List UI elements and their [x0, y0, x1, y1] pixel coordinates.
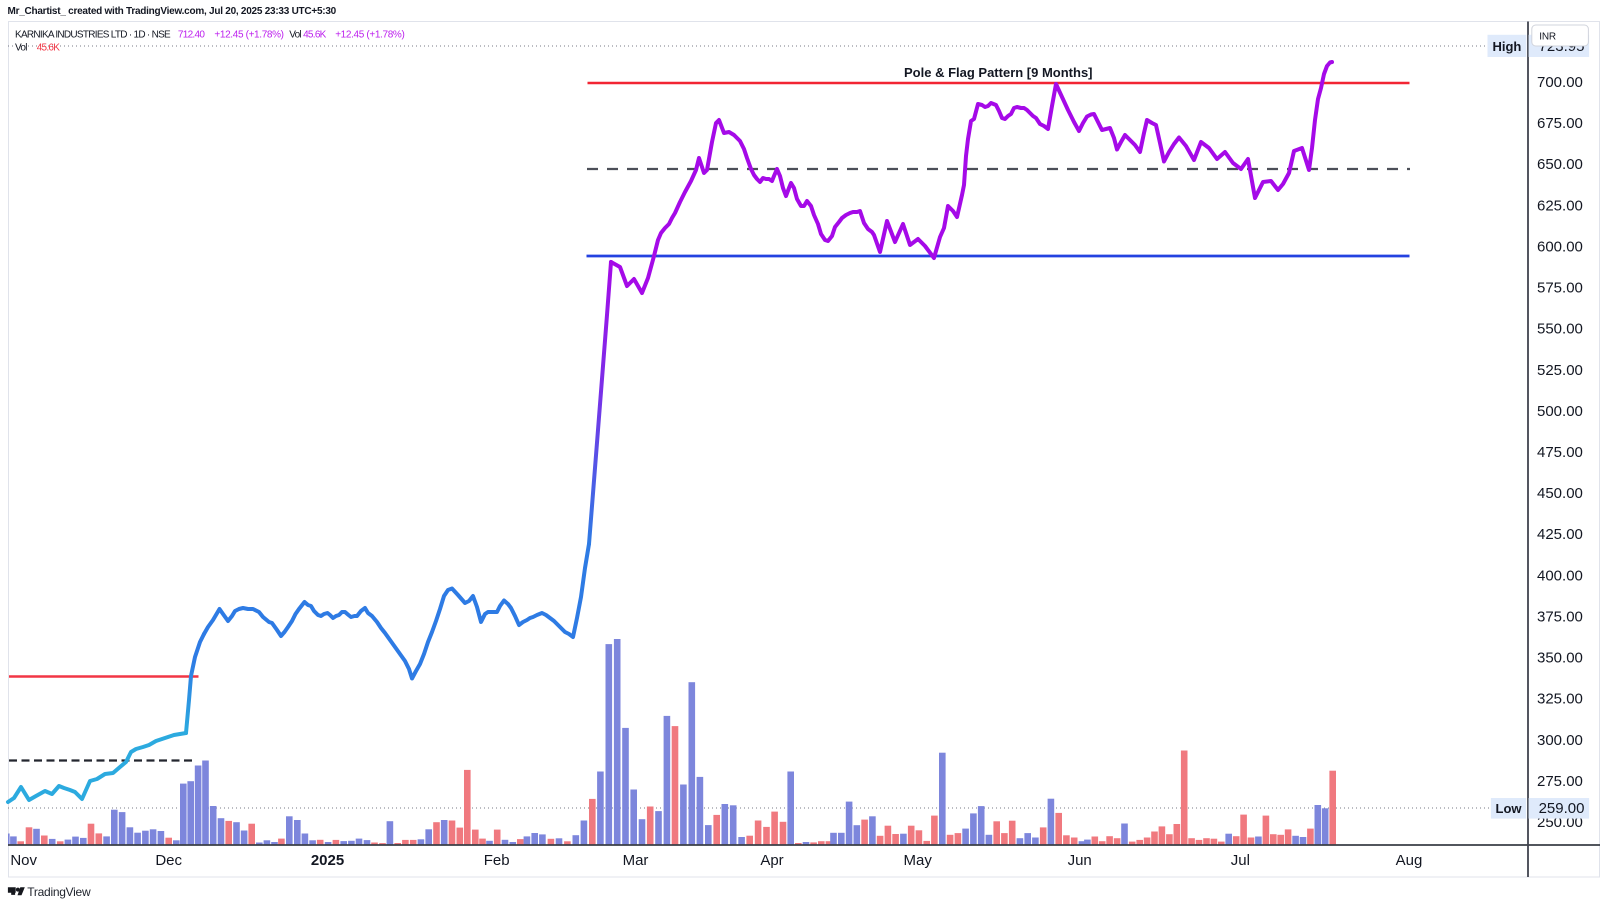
svg-text:May: May	[904, 852, 933, 869]
svg-text:Dec: Dec	[155, 852, 182, 869]
svg-text:Nov: Nov	[10, 852, 37, 869]
svg-text:Mr_Chartist_ created with Trad: Mr_Chartist_ created with TradingView.co…	[8, 6, 337, 17]
svg-text:375.00: 375.00	[1537, 608, 1583, 625]
svg-text:700.00: 700.00	[1537, 74, 1583, 91]
svg-text:INR: INR	[1539, 31, 1556, 42]
svg-text:625.00: 625.00	[1537, 197, 1583, 214]
svg-text:275.00: 275.00	[1537, 773, 1583, 790]
svg-text:+12.45 (+1.78%): +12.45 (+1.78%)	[214, 30, 283, 41]
svg-text:350.00: 350.00	[1537, 650, 1583, 667]
svg-text:400.00: 400.00	[1537, 567, 1583, 584]
svg-text:Mar: Mar	[623, 852, 649, 869]
svg-text:325.00: 325.00	[1537, 691, 1583, 708]
svg-text:Pole & Flag Pattern [9 Months]: Pole & Flag Pattern [9 Months]	[904, 65, 1093, 80]
svg-text:Feb: Feb	[484, 852, 510, 869]
svg-text:Apr: Apr	[760, 852, 783, 869]
svg-text:TradingView: TradingView	[27, 885, 91, 899]
svg-text:525.00: 525.00	[1537, 362, 1583, 379]
svg-text:Jun: Jun	[1068, 852, 1092, 869]
svg-text:Low: Low	[1496, 801, 1523, 816]
svg-text:Vol: Vol	[289, 30, 301, 41]
svg-text:45.6K: 45.6K	[303, 30, 327, 41]
svg-text:Vol: Vol	[15, 43, 27, 54]
svg-text:425.00: 425.00	[1537, 526, 1583, 543]
svg-text:650.00: 650.00	[1537, 156, 1583, 173]
svg-text:Jul: Jul	[1231, 852, 1250, 869]
svg-text:500.00: 500.00	[1537, 403, 1583, 420]
svg-text:550.00: 550.00	[1537, 321, 1583, 338]
svg-text:712.40: 712.40	[178, 30, 205, 41]
svg-text:675.00: 675.00	[1537, 115, 1583, 132]
svg-text:259.00: 259.00	[1539, 800, 1585, 817]
svg-text:450.00: 450.00	[1537, 485, 1583, 502]
svg-text:600.00: 600.00	[1537, 238, 1583, 255]
svg-text:KARNIKA INDUSTRIES LTD · 1D ·: KARNIKA INDUSTRIES LTD · 1D · NSE	[15, 30, 171, 41]
svg-text:575.00: 575.00	[1537, 280, 1583, 297]
svg-text:475.00: 475.00	[1537, 444, 1583, 461]
svg-text:Aug: Aug	[1396, 852, 1423, 869]
svg-text:+12.45 (+1.78%): +12.45 (+1.78%)	[335, 30, 404, 41]
svg-text:45.6K: 45.6K	[37, 43, 61, 54]
svg-text:High: High	[1492, 39, 1521, 54]
svg-text:300.00: 300.00	[1537, 732, 1583, 749]
svg-text:2025: 2025	[311, 852, 344, 869]
